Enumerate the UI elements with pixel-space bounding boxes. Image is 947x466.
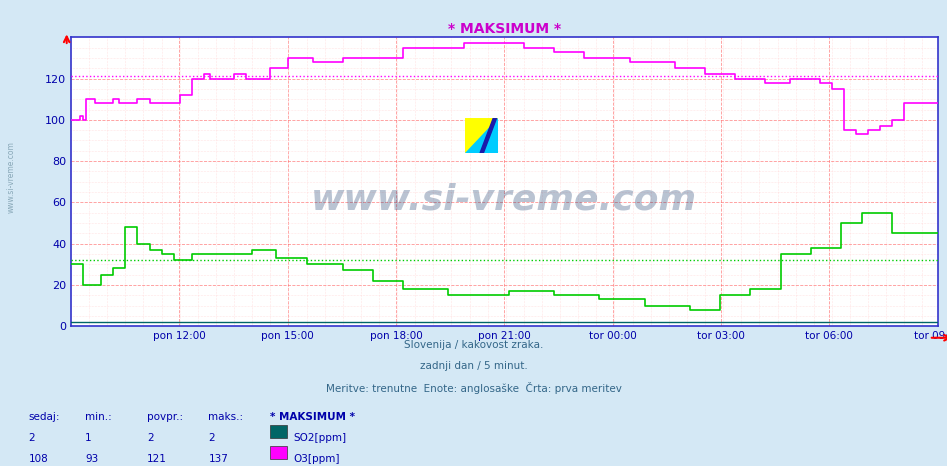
Text: 1: 1 (85, 433, 92, 443)
Text: maks.:: maks.: (208, 412, 243, 422)
Text: 2: 2 (208, 433, 215, 443)
Text: Slovenija / kakovost zraka.: Slovenija / kakovost zraka. (403, 340, 544, 350)
Text: 121: 121 (147, 454, 167, 464)
Polygon shape (480, 118, 496, 153)
Text: Meritve: trenutne  Enote: anglosaške  Črta: prva meritev: Meritve: trenutne Enote: anglosaške Črta… (326, 382, 621, 394)
Text: min.:: min.: (85, 412, 112, 422)
Polygon shape (465, 118, 498, 153)
Text: 2: 2 (28, 433, 35, 443)
Text: 137: 137 (208, 454, 228, 464)
Text: * MAKSIMUM *: * MAKSIMUM * (270, 412, 355, 422)
Text: povpr.:: povpr.: (147, 412, 183, 422)
Text: 108: 108 (28, 454, 48, 464)
Text: 93: 93 (85, 454, 98, 464)
Text: zadnji dan / 5 minut.: zadnji dan / 5 minut. (420, 361, 527, 371)
Text: 2: 2 (147, 433, 153, 443)
Text: sedaj:: sedaj: (28, 412, 60, 422)
Title: * MAKSIMUM *: * MAKSIMUM * (448, 22, 561, 36)
Text: O3[ppm]: O3[ppm] (294, 454, 340, 464)
Polygon shape (465, 118, 498, 153)
Text: www.si-vreme.com: www.si-vreme.com (7, 141, 16, 213)
Text: www.si-vreme.com: www.si-vreme.com (312, 182, 697, 216)
Text: SO2[ppm]: SO2[ppm] (294, 433, 347, 443)
